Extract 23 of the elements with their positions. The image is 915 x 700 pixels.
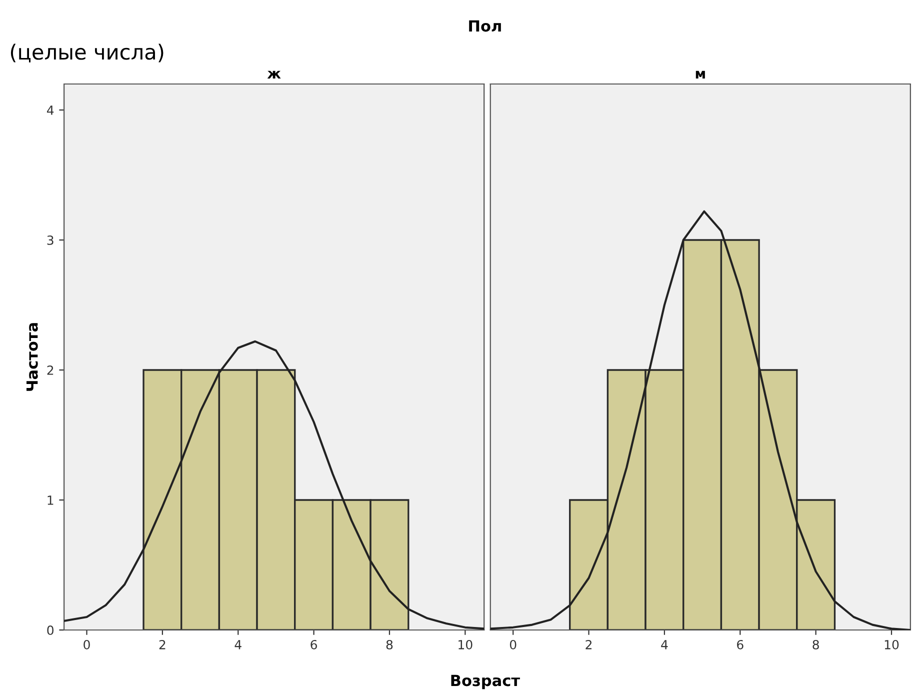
x-tick-label: 0 [510,640,516,650]
x-tick-label: 10 [458,640,472,650]
chart-title: ж [267,70,281,78]
text: (целые числа) [10,44,164,62]
x-tick-label: 6 [310,640,317,650]
x-tick-label: 2 [159,640,166,650]
x-tick-label: 4 [234,640,242,650]
y-tick-label: 0 [47,625,54,635]
x-tick-label: 6 [737,640,744,650]
x-tick-label: 0 [84,640,90,650]
x-tick-label: 8 [386,640,393,650]
y-tick-label: 1 [48,496,54,505]
x-tick-label: 2 [586,640,592,650]
y-tick-label: 4 [46,106,54,115]
y-axis-title: Частота [26,323,38,391]
x-tick-label: 4 [661,640,668,650]
chart-title: м [696,70,705,78]
y-tick-label: 2 [47,365,54,375]
text: Пол [469,20,501,32]
x-axis-title: Возраст [451,674,520,690]
x-tick-label: 8 [812,640,819,650]
x-tick-label: 10 [884,640,899,650]
y-tick-label: 3 [47,235,54,245]
